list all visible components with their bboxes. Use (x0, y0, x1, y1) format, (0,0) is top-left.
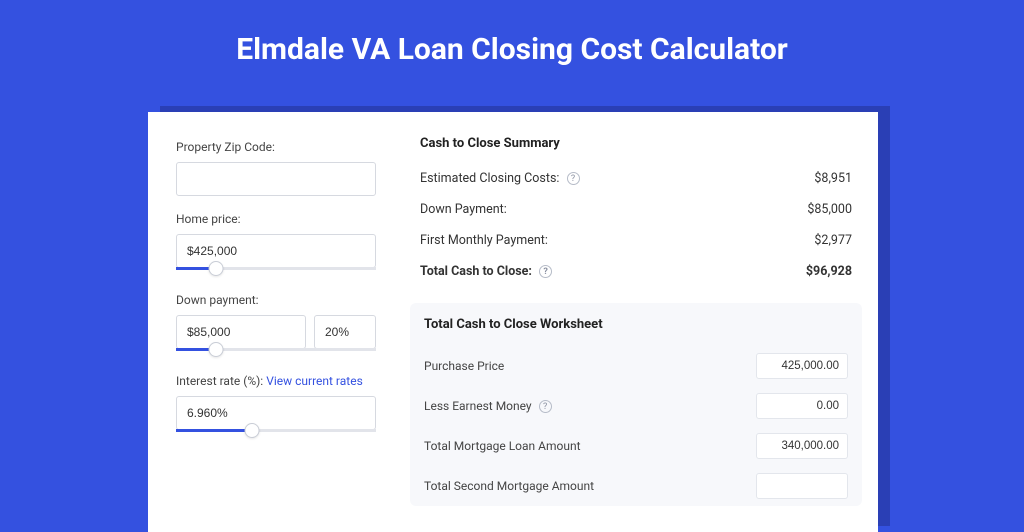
help-icon[interactable]: ? (539, 265, 552, 278)
home-price-input[interactable] (176, 234, 376, 268)
summary-row-total: Total Cash to Close: ? $96,928 (420, 256, 852, 287)
calculator-card: Property Zip Code: Home price: Down paym… (148, 112, 878, 532)
worksheet-row-second-mortgage: Total Second Mortgage Amount (424, 466, 848, 506)
summary-row-closing-costs: Estimated Closing Costs: ? $8,951 (420, 163, 852, 194)
inputs-column: Property Zip Code: Home price: Down paym… (148, 112, 398, 532)
zip-label: Property Zip Code: (176, 140, 376, 154)
down-payment-label: Down payment: (176, 293, 376, 307)
home-price-label: Home price: (176, 212, 376, 226)
worksheet-value-input[interactable] (756, 393, 848, 419)
worksheet-label: Purchase Price (424, 359, 504, 373)
worksheet-row-mortgage-amount: Total Mortgage Loan Amount (424, 426, 848, 466)
worksheet-row-earnest-money: Less Earnest Money ? (424, 386, 848, 426)
summary-total-value: $96,928 (806, 264, 852, 279)
worksheet-row-purchase-price: Purchase Price (424, 346, 848, 386)
down-payment-slider[interactable] (176, 348, 376, 358)
summary-label: Down Payment: (420, 202, 507, 217)
worksheet-label: Total Mortgage Loan Amount (424, 439, 581, 453)
summary-total-label: Total Cash to Close: (420, 264, 532, 279)
interest-rate-field: Interest rate (%): View current rates (176, 374, 376, 439)
view-rates-link[interactable]: View current rates (266, 374, 363, 388)
summary-row-down-payment: Down Payment: $85,000 (420, 194, 852, 225)
worksheet-value-input[interactable] (756, 433, 848, 459)
results-column: Cash to Close Summary Estimated Closing … (398, 112, 878, 532)
summary-box: Cash to Close Summary Estimated Closing … (410, 128, 862, 291)
help-icon[interactable]: ? (539, 400, 552, 413)
worksheet-label: Less Earnest Money (424, 399, 532, 413)
worksheet-value-input[interactable] (756, 353, 848, 379)
summary-value: $2,977 (814, 233, 852, 248)
home-price-field: Home price: (176, 212, 376, 277)
interest-rate-input[interactable] (176, 396, 376, 430)
summary-label: Estimated Closing Costs: (420, 171, 559, 186)
home-price-slider[interactable] (176, 267, 376, 277)
down-payment-pct-input[interactable] (314, 315, 376, 349)
help-icon[interactable]: ? (567, 172, 580, 185)
interest-rate-label: Interest rate (%): View current rates (176, 374, 376, 388)
summary-value: $85,000 (807, 202, 852, 217)
worksheet-value-input[interactable] (756, 473, 848, 499)
zip-input[interactable] (176, 162, 376, 196)
worksheet-box: Total Cash to Close Worksheet Purchase P… (410, 303, 862, 506)
summary-label: First Monthly Payment: (420, 233, 548, 248)
summary-value: $8,951 (814, 171, 852, 186)
summary-title: Cash to Close Summary (420, 136, 852, 151)
summary-row-first-payment: First Monthly Payment: $2,977 (420, 225, 852, 256)
interest-rate-slider[interactable] (176, 429, 376, 439)
down-payment-field: Down payment: (176, 293, 376, 358)
zip-field: Property Zip Code: (176, 140, 376, 196)
page-title: Elmdale VA Loan Closing Cost Calculator (0, 0, 1024, 93)
down-payment-input[interactable] (176, 315, 306, 349)
interest-rate-label-text: Interest rate (%): (176, 374, 263, 388)
worksheet-label: Total Second Mortgage Amount (424, 479, 594, 493)
worksheet-title: Total Cash to Close Worksheet (424, 317, 848, 332)
